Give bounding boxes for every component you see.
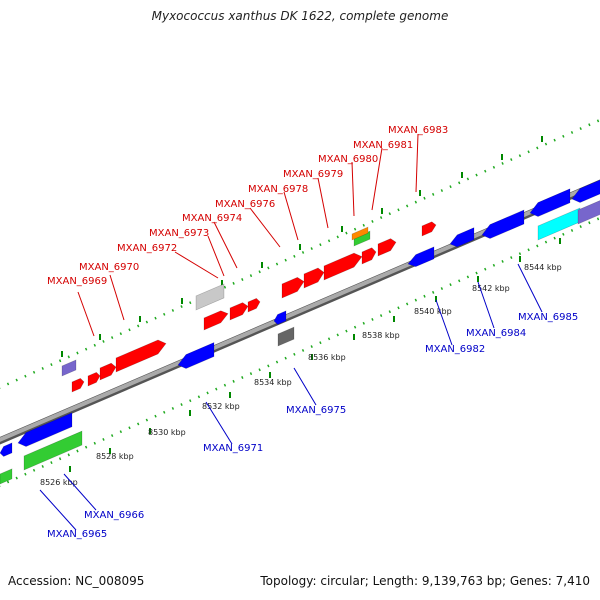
- gene-mxan-6983[interactable]: [421, 221, 437, 237]
- gene-rna[interactable]: [353, 230, 371, 247]
- gene-mxan-6974[interactable]: [203, 310, 229, 331]
- leader-line: [39, 489, 77, 531]
- gene-label-top[interactable]: MXAN_6978: [248, 184, 308, 195]
- leader-line: [283, 191, 299, 241]
- gene-mxan-6985[interactable]: [481, 209, 525, 239]
- ruler-tick-label: 8526 kbp: [40, 478, 78, 487]
- leader-line: [371, 147, 383, 211]
- leader-line: [174, 251, 219, 279]
- gene-label-bottom[interactable]: MXAN_6985: [518, 312, 578, 323]
- gene-mxan-6981[interactable]: [361, 247, 377, 265]
- gene-label-top[interactable]: MXAN_6972: [117, 243, 177, 254]
- gene-mxan-6970b[interactable]: [99, 362, 117, 381]
- gene-mxan-6981b[interactable]: [377, 238, 397, 257]
- gene-mxan-6969[interactable]: [71, 378, 85, 393]
- gene-mxan-6982[interactable]: [407, 246, 435, 267]
- reverse-ruler: [0, 216, 600, 487]
- gene-label-top[interactable]: MXAN_6973: [149, 228, 209, 239]
- ruler-tick-label: 8528 kbp: [96, 452, 134, 461]
- leader-line: [207, 235, 225, 277]
- ruler-tick-label: 8542 kbp: [472, 284, 510, 293]
- accession-text: Accession: NC_008095: [8, 574, 145, 588]
- leader-line: [517, 263, 543, 313]
- gene-label-top[interactable]: MXAN_6976: [215, 199, 275, 210]
- gene-mxan-6964[interactable]: [0, 442, 13, 457]
- gene-mxan-6980[interactable]: [323, 252, 363, 281]
- forward-ruler: [0, 118, 600, 389]
- ruler-tick-label: 8544 kbp: [524, 263, 562, 272]
- gene-purple[interactable]: [577, 200, 600, 225]
- ruler-tick-label: 8534 kbp: [254, 378, 292, 387]
- gene-label-bottom[interactable]: MXAN_6971: [203, 443, 263, 454]
- gene-rna-2[interactable]: [23, 430, 83, 471]
- gene-label-top[interactable]: MXAN_6974: [182, 213, 242, 224]
- gene-mxan-6968[interactable]: [61, 359, 77, 377]
- gene-cyan[interactable]: [537, 207, 581, 241]
- leader-line: [415, 133, 419, 193]
- gene-label-top[interactable]: MXAN_6981: [353, 140, 413, 151]
- leader-line: [293, 367, 317, 406]
- gene-label-top[interactable]: MXAN_6979: [283, 169, 343, 180]
- gene-label-bottom[interactable]: MXAN_6966: [84, 510, 144, 521]
- leader-line: [477, 281, 495, 329]
- gene-mxan-6987[interactable]: [571, 179, 600, 203]
- gene-mxan-6975[interactable]: [273, 310, 287, 325]
- ruler-tick-label: 8538 kbp: [362, 331, 400, 340]
- gene-label-bottom[interactable]: MXAN_6965: [47, 529, 107, 540]
- gene-label-top[interactable]: MXAN_6970: [79, 262, 139, 273]
- gene-dark[interactable]: [277, 326, 295, 347]
- ruler-tick-label: 8530 kbp: [148, 428, 186, 437]
- ruler-tick-label: 8532 kbp: [202, 402, 240, 411]
- gene-mxan-6977[interactable]: [247, 298, 261, 313]
- map-title: Myxococcus xanthus DK 1622, complete gen…: [151, 9, 449, 23]
- leader-line: [351, 161, 355, 217]
- leader-line: [109, 274, 125, 321]
- gene-mxan-6979[interactable]: [303, 267, 325, 289]
- gene-mxan-6972[interactable]: [115, 339, 167, 373]
- gene-mxan-6976[interactable]: [229, 302, 249, 321]
- gene-label-top[interactable]: MXAN_6969: [47, 276, 107, 287]
- leader-line: [77, 291, 95, 337]
- leader-line: [249, 207, 281, 248]
- ruler-tick-label: 8540 kbp: [414, 307, 452, 316]
- gene-mxan-6984[interactable]: [449, 227, 475, 248]
- gene-label-bottom[interactable]: MXAN_6975: [286, 405, 346, 416]
- ruler-tick-label: 8536 kbp: [308, 353, 346, 362]
- gene-label-bottom[interactable]: MXAN_6982: [425, 344, 485, 355]
- gene-mxan-6978[interactable]: [281, 277, 305, 299]
- genome-summary-text: Topology: circular; Length: 9,139,763 bp…: [260, 574, 590, 588]
- gene-rna-3[interactable]: [0, 468, 13, 485]
- leader-line: [63, 473, 97, 511]
- leader-line: [205, 401, 233, 445]
- gene-mxan-6973[interactable]: [195, 283, 225, 311]
- gene-mxan-6986[interactable]: [529, 188, 571, 217]
- leader-line: [213, 221, 238, 269]
- leader-line: [317, 177, 329, 229]
- gene-mxan-6971[interactable]: [177, 342, 215, 369]
- gene-mxan-6966[interactable]: [17, 412, 73, 447]
- gene-orange[interactable]: [351, 226, 369, 241]
- leader-line: [435, 299, 453, 346]
- gene-label-bottom[interactable]: MXAN_6984: [466, 328, 526, 339]
- gene-label-top[interactable]: MXAN_6980: [318, 154, 378, 165]
- gene-mxan-6970[interactable]: [87, 372, 101, 387]
- gene-label-top[interactable]: MXAN_6983: [388, 125, 448, 136]
